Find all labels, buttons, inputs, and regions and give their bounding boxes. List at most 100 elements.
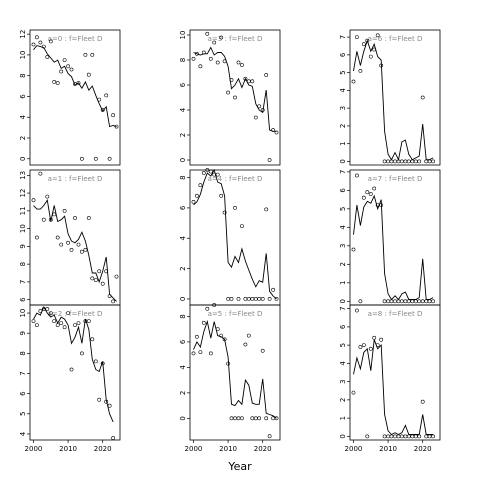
y-tick-label: 12: [19, 30, 27, 39]
observed-point: [93, 278, 98, 283]
observed-point: [403, 159, 408, 164]
y-tick-label: 9: [19, 331, 27, 335]
observed-point: [386, 299, 391, 304]
observed-point: [86, 72, 91, 77]
observed-point: [365, 434, 370, 439]
observed-point: [52, 212, 57, 217]
observed-point: [233, 416, 237, 421]
x-tick-label: 2020: [254, 445, 272, 453]
y-tick-label: 0: [179, 158, 187, 162]
observed-point: [236, 296, 241, 301]
observed-point: [35, 235, 39, 240]
observed-point: [97, 269, 102, 274]
y-tick-label: 5: [339, 70, 347, 74]
observed-point: [90, 53, 95, 57]
panel-frame: [189, 29, 281, 166]
fitted-line: [193, 168, 277, 300]
observed-point: [239, 416, 244, 421]
observed-point: [264, 207, 269, 212]
observed-point: [267, 434, 272, 439]
observed-point: [271, 128, 276, 132]
observed-point: [406, 434, 411, 439]
observed-point: [396, 299, 401, 304]
observed-point: [107, 156, 112, 161]
observed-point: [66, 240, 71, 245]
observed-point: [361, 42, 366, 47]
y-tick-label: 4: [179, 365, 187, 370]
observed-point: [59, 242, 64, 247]
fitted-line: [193, 46, 277, 132]
y-tick-label: 6: [179, 339, 187, 344]
observed-point: [246, 333, 251, 338]
y-tick-label: 4: [339, 361, 347, 366]
y-tick-label: 2: [339, 398, 347, 402]
y-tick-label: 8: [179, 314, 187, 318]
observed-point: [260, 348, 265, 353]
observed-point: [271, 287, 276, 292]
observed-point: [354, 308, 359, 313]
y-tick-label: 2: [19, 136, 27, 140]
observed-point: [55, 81, 60, 85]
panel-title: a=7 : f=Fleet D: [368, 175, 423, 183]
observed-point: [222, 59, 227, 64]
observed-point: [45, 55, 50, 59]
y-tick-label: 2: [339, 262, 347, 266]
x-tick-label: 2000: [185, 445, 203, 453]
y-tick-label: 6: [19, 391, 27, 396]
observed-point: [222, 337, 227, 342]
y-tick-label: 4: [339, 88, 347, 93]
observed-point: [420, 299, 425, 304]
y-tick-label: 7: [19, 280, 27, 284]
observed-point: [410, 299, 415, 304]
observed-point: [201, 50, 206, 55]
observed-point: [66, 311, 71, 316]
observed-point: [379, 337, 384, 342]
observed-point: [389, 434, 394, 439]
fitted-line: [33, 305, 114, 423]
x-tick-label: 2000: [345, 445, 363, 453]
x-tick-label: 2010: [219, 445, 237, 453]
y-tick-label: 7: [339, 170, 347, 174]
observed-point: [420, 95, 425, 100]
x-tick-label: 2020: [414, 445, 432, 453]
observed-point: [219, 35, 224, 40]
y-tick-label: 2: [179, 133, 187, 137]
observed-point: [73, 216, 77, 220]
y-tick-label: 1: [339, 416, 347, 420]
y-tick-label: 3: [339, 106, 347, 110]
panel-title: a=1 : f=Fleet D: [48, 175, 103, 183]
observed-point: [52, 319, 57, 324]
observed-point: [246, 296, 251, 301]
observed-point: [97, 397, 102, 402]
observed-point: [431, 434, 436, 439]
y-tick-label: 10: [19, 50, 27, 59]
x-tick-label: 2010: [59, 445, 77, 453]
observed-point: [111, 436, 116, 440]
x-tick-label: 2010: [379, 445, 397, 453]
observed-point: [243, 76, 248, 81]
observed-point: [253, 296, 258, 301]
observed-point: [413, 434, 418, 439]
observed-point: [104, 93, 109, 98]
panel-frame: [29, 304, 121, 441]
observed-point: [80, 156, 84, 161]
observed-point: [372, 186, 377, 191]
y-tick-label: 10: [19, 309, 27, 318]
observed-point: [393, 159, 397, 164]
y-tick-label: 2: [339, 124, 347, 128]
panel-frame: [189, 169, 281, 306]
observed-point: [35, 323, 39, 328]
observed-point: [274, 416, 279, 421]
observed-point: [427, 434, 432, 439]
panel-title: a=0 : f=Fleet D: [48, 35, 103, 43]
observed-point: [358, 345, 363, 349]
observed-point: [215, 172, 220, 177]
observed-point: [208, 169, 213, 174]
y-tick-label: 8: [179, 58, 187, 62]
y-tick-label: 4: [339, 225, 347, 230]
observed-point: [264, 416, 269, 421]
observed-point: [267, 158, 272, 162]
y-tick-label: 2: [179, 391, 187, 395]
observed-point: [62, 208, 67, 213]
observed-point: [59, 69, 64, 74]
